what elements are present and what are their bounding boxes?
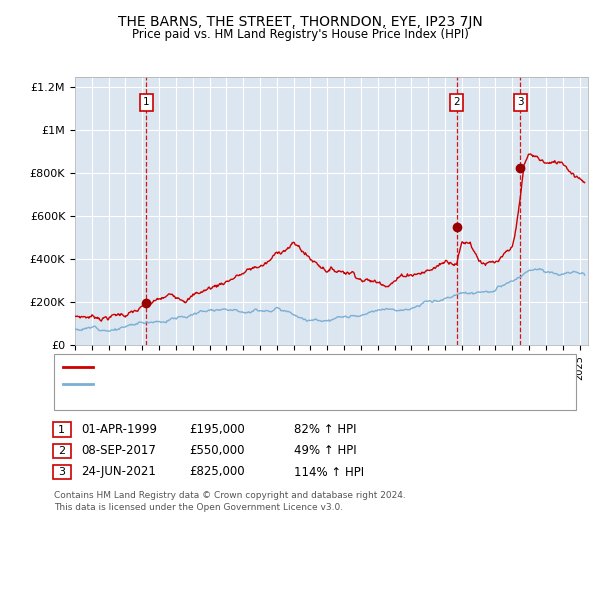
Text: 3: 3 — [58, 467, 65, 477]
Text: THE BARNS, THE STREET, THORNDON, EYE, IP23 7JN (detached house): THE BARNS, THE STREET, THORNDON, EYE, IP… — [98, 362, 450, 372]
Text: 2: 2 — [58, 446, 65, 455]
Text: £195,000: £195,000 — [189, 423, 245, 436]
Text: Price paid vs. HM Land Registry's House Price Index (HPI): Price paid vs. HM Land Registry's House … — [131, 28, 469, 41]
Text: Contains HM Land Registry data © Crown copyright and database right 2024.: Contains HM Land Registry data © Crown c… — [54, 491, 406, 500]
Text: 08-SEP-2017: 08-SEP-2017 — [81, 444, 156, 457]
Text: 1: 1 — [58, 425, 65, 434]
Text: 24-JUN-2021: 24-JUN-2021 — [81, 466, 156, 478]
Text: 49% ↑ HPI: 49% ↑ HPI — [294, 444, 356, 457]
Text: 3: 3 — [517, 97, 524, 107]
Text: THE BARNS, THE STREET, THORNDON, EYE, IP23 7JN: THE BARNS, THE STREET, THORNDON, EYE, IP… — [118, 15, 482, 29]
Text: HPI: Average price, detached house, Mid Suffolk: HPI: Average price, detached house, Mid … — [98, 379, 338, 388]
Text: 114% ↑ HPI: 114% ↑ HPI — [294, 466, 364, 478]
Text: This data is licensed under the Open Government Licence v3.0.: This data is licensed under the Open Gov… — [54, 503, 343, 512]
Text: 1: 1 — [143, 97, 150, 107]
Text: £825,000: £825,000 — [189, 466, 245, 478]
Text: 82% ↑ HPI: 82% ↑ HPI — [294, 423, 356, 436]
Text: £550,000: £550,000 — [189, 444, 245, 457]
Text: 01-APR-1999: 01-APR-1999 — [81, 423, 157, 436]
Text: 2: 2 — [454, 97, 460, 107]
